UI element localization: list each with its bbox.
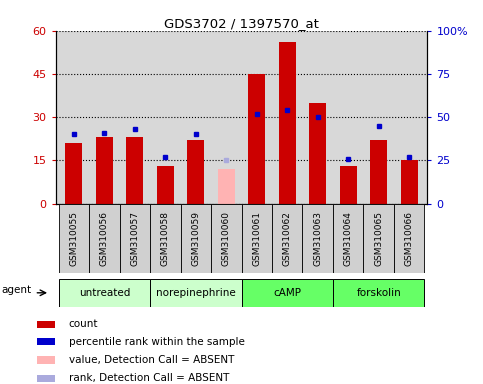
Bar xyxy=(38,321,55,328)
Text: GSM310060: GSM310060 xyxy=(222,210,231,266)
Bar xyxy=(309,103,326,204)
Text: percentile rank within the sample: percentile rank within the sample xyxy=(69,337,244,347)
Text: rank, Detection Call = ABSENT: rank, Detection Call = ABSENT xyxy=(69,373,229,383)
Bar xyxy=(333,204,363,273)
Text: GSM310059: GSM310059 xyxy=(191,210,200,266)
Bar xyxy=(96,137,113,204)
Bar xyxy=(89,204,120,273)
Text: GSM310064: GSM310064 xyxy=(344,211,353,265)
Bar xyxy=(66,143,82,204)
Text: untreated: untreated xyxy=(79,288,130,298)
Bar xyxy=(302,204,333,273)
Text: GSM310056: GSM310056 xyxy=(100,210,109,266)
Bar xyxy=(333,279,425,306)
Text: GSM310063: GSM310063 xyxy=(313,210,322,266)
Bar xyxy=(150,204,181,273)
Bar xyxy=(211,204,242,273)
Bar xyxy=(370,140,387,204)
Bar xyxy=(272,204,302,273)
Bar xyxy=(279,42,296,204)
Text: GSM310058: GSM310058 xyxy=(161,210,170,266)
Bar xyxy=(127,137,143,204)
Bar xyxy=(150,279,242,306)
Bar xyxy=(187,140,204,204)
Text: GSM310066: GSM310066 xyxy=(405,210,413,266)
Text: GSM310055: GSM310055 xyxy=(70,210,78,266)
Text: GSM310057: GSM310057 xyxy=(130,210,139,266)
Bar xyxy=(242,279,333,306)
Bar xyxy=(181,204,211,273)
Text: count: count xyxy=(69,319,98,329)
Bar xyxy=(157,166,174,204)
Text: norepinephrine: norepinephrine xyxy=(156,288,236,298)
Bar xyxy=(58,279,150,306)
Text: GSM310061: GSM310061 xyxy=(252,210,261,266)
Bar xyxy=(340,166,356,204)
Text: value, Detection Call = ABSENT: value, Detection Call = ABSENT xyxy=(69,355,234,365)
Bar xyxy=(248,74,265,204)
Bar xyxy=(401,161,417,204)
Bar xyxy=(58,204,89,273)
Bar xyxy=(242,204,272,273)
Bar xyxy=(394,204,425,273)
Bar xyxy=(120,204,150,273)
Bar xyxy=(38,356,55,364)
Text: GSM310065: GSM310065 xyxy=(374,210,383,266)
Bar xyxy=(38,374,55,382)
Text: cAMP: cAMP xyxy=(273,288,301,298)
Bar xyxy=(363,204,394,273)
Title: GDS3702 / 1397570_at: GDS3702 / 1397570_at xyxy=(164,17,319,30)
Text: GSM310062: GSM310062 xyxy=(283,211,292,265)
Text: agent: agent xyxy=(1,285,32,295)
Text: forskolin: forskolin xyxy=(356,288,401,298)
Bar xyxy=(38,338,55,345)
Bar xyxy=(218,169,235,204)
